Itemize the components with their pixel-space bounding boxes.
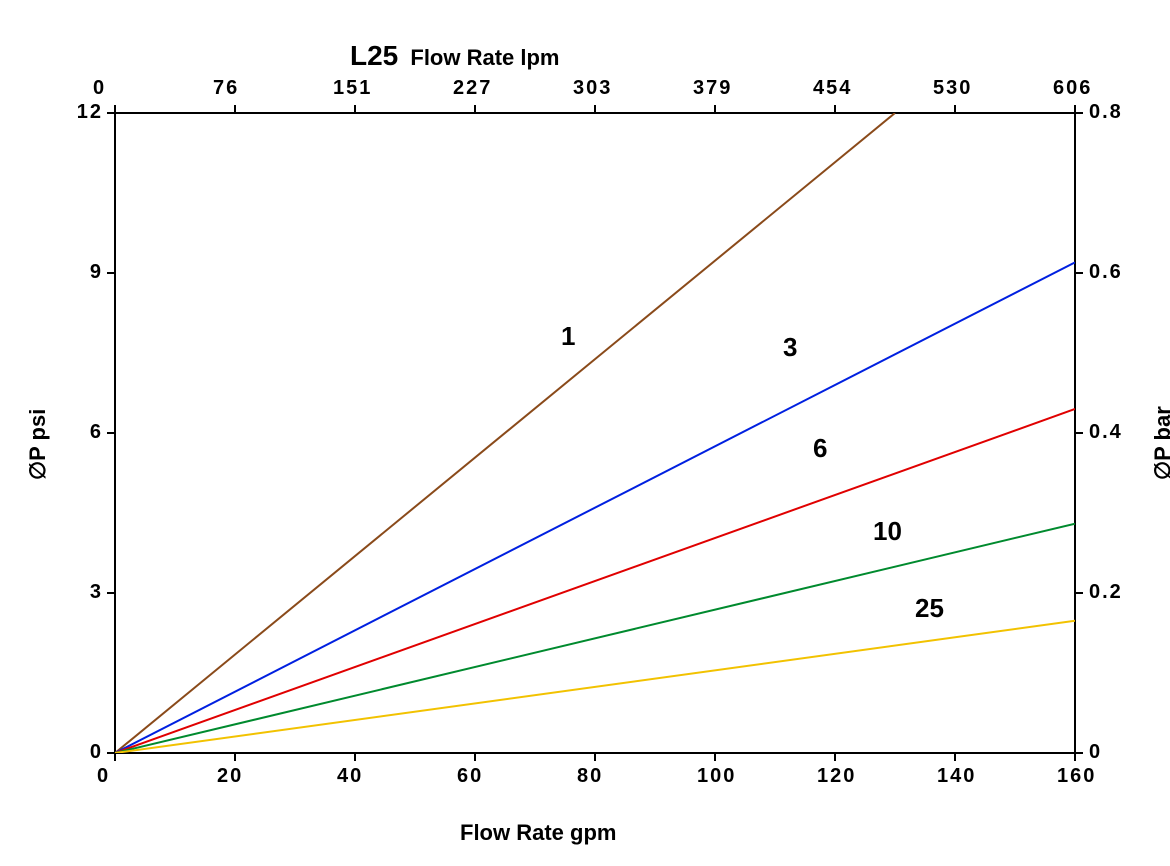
left-axis-title: ∅P psi xyxy=(25,409,51,480)
xtop-tick-label: 454 xyxy=(813,77,852,100)
xbottom-tick-label: 60 xyxy=(457,765,483,788)
xtop-tick-label: 151 xyxy=(333,77,372,100)
xbottom-tick-label: 140 xyxy=(937,765,976,788)
top-axis-title: L25 Flow Rate lpm xyxy=(350,40,560,72)
xbottom-tick-label: 160 xyxy=(1057,765,1096,788)
series-line-3 xyxy=(115,262,1075,753)
xtop-tick-label: 227 xyxy=(453,77,492,100)
series-line-6 xyxy=(115,409,1075,753)
yright-tick-label: 0.4 xyxy=(1089,421,1123,444)
xbottom-tick-label: 40 xyxy=(337,765,363,788)
right-axis-title: ∅P bar xyxy=(1150,406,1170,480)
yleft-tick-label: 3 xyxy=(90,581,103,604)
series-label-1: 1 xyxy=(561,321,575,352)
yleft-tick-label: 9 xyxy=(90,261,103,284)
yright-tick-label: 0 xyxy=(1089,741,1102,764)
xbottom-tick-label: 0 xyxy=(97,765,110,788)
chart-title-prefix: L25 xyxy=(350,40,398,71)
xbottom-tick-label: 80 xyxy=(577,765,603,788)
bottom-axis-title: Flow Rate gpm xyxy=(460,820,616,846)
xbottom-tick-label: 120 xyxy=(817,765,856,788)
series-label-6: 6 xyxy=(813,433,827,464)
yleft-tick-label: 0 xyxy=(90,741,103,764)
series-label-10: 10 xyxy=(873,516,902,547)
xtop-tick-label: 76 xyxy=(213,77,239,100)
xbottom-tick-label: 100 xyxy=(697,765,736,788)
yright-tick-label: 0.2 xyxy=(1089,581,1123,604)
series-line-25 xyxy=(115,621,1075,753)
xtop-tick-label: 379 xyxy=(693,77,732,100)
yright-tick-label: 0.8 xyxy=(1089,101,1123,124)
chart-title-suffix: Flow Rate lpm xyxy=(410,45,559,70)
xtop-tick-label: 303 xyxy=(573,77,612,100)
xbottom-tick-label: 20 xyxy=(217,765,243,788)
series-line-10 xyxy=(115,524,1075,753)
chart-svg xyxy=(0,0,1170,866)
xtop-tick-label: 606 xyxy=(1053,77,1092,100)
xtop-tick-label: 0 xyxy=(93,77,106,100)
yright-tick-label: 0.6 xyxy=(1089,261,1123,284)
yleft-tick-label: 12 xyxy=(77,101,103,124)
series-label-25: 25 xyxy=(915,593,944,624)
xtop-tick-label: 530 xyxy=(933,77,972,100)
series-label-3: 3 xyxy=(783,332,797,363)
series-line-1 xyxy=(115,113,895,753)
chart-container: L25 Flow Rate lpm Flow Rate gpm ∅P psi ∅… xyxy=(0,0,1170,866)
yleft-tick-label: 6 xyxy=(90,421,103,444)
